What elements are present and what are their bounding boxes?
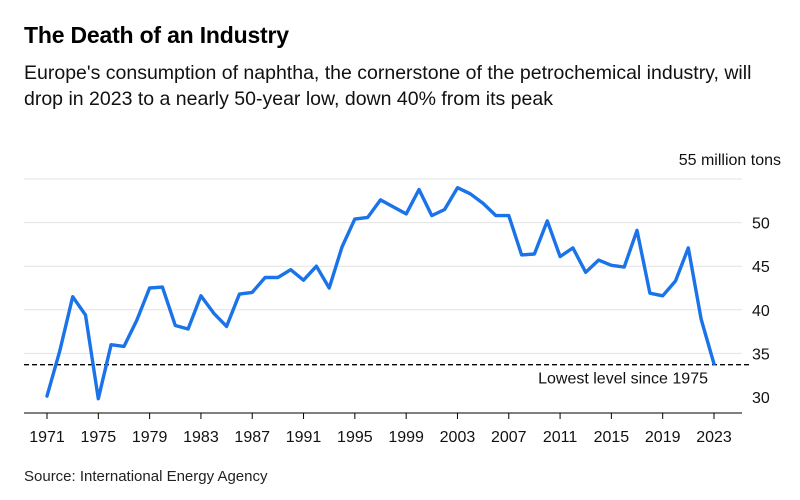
data-point-2021 [687, 246, 690, 249]
data-point-2001 [430, 214, 433, 217]
chart-subtitle: Europe's consumption of naphtha, the cor… [24, 62, 752, 110]
data-point-2015 [610, 264, 613, 267]
y-tick-label: 30 [752, 390, 770, 407]
data-point-1977 [122, 345, 125, 348]
data-point-2013 [584, 271, 587, 274]
data-point-2006 [494, 214, 497, 217]
x-tick-label: 1979 [132, 429, 168, 446]
x-tick-label: 2003 [440, 429, 476, 446]
reference-line-group: Lowest level since 1975 [24, 364, 752, 388]
x-tick-label: 1999 [388, 429, 424, 446]
data-point-1991 [302, 279, 305, 282]
data-point-1996 [366, 216, 369, 219]
data-point-2023 [712, 362, 715, 365]
chart-title: The Death of an Industry [24, 22, 289, 48]
data-point-1982 [187, 327, 190, 330]
data-point-1988 [264, 276, 267, 279]
data-point-1972 [58, 349, 61, 352]
data-point-2011 [559, 255, 562, 258]
data-point-1985 [225, 325, 228, 328]
x-tick-label: 2015 [594, 429, 630, 446]
y-tick-label: 40 [752, 303, 770, 320]
y-tick-label: 45 [752, 259, 770, 276]
reference-line-label: Lowest level since 1975 [538, 371, 708, 388]
data-point-1971 [45, 395, 48, 398]
data-point-2003 [456, 186, 459, 189]
x-tick-label: 2007 [491, 429, 527, 446]
y-tick-label: 55 million tons [679, 152, 781, 169]
data-point-1984 [212, 312, 215, 315]
data-point-2008 [520, 253, 523, 256]
series-line-0 [45, 185, 716, 401]
data-point-2005 [482, 202, 485, 205]
data-point-1999 [405, 212, 408, 215]
data-point-2007 [507, 214, 510, 217]
data-point-1989 [276, 276, 279, 279]
data-point-1990 [289, 268, 292, 271]
data-point-2022 [700, 318, 703, 321]
data-point-2000 [417, 188, 420, 191]
data-point-1974 [84, 313, 87, 316]
y-tick-label: 35 [752, 346, 770, 363]
data-point-1987 [251, 291, 254, 294]
data-point-1975 [97, 397, 100, 400]
data-point-2014 [597, 259, 600, 262]
data-point-2010 [546, 219, 549, 222]
data-point-1997 [379, 198, 382, 201]
data-point-2019 [661, 294, 664, 297]
data-point-1976 [110, 343, 113, 346]
x-tick-label: 1971 [29, 429, 65, 446]
data-point-2002 [443, 208, 446, 211]
data-point-1973 [71, 295, 74, 298]
data-point-2012 [571, 246, 574, 249]
x-tick-label: 2023 [696, 429, 732, 446]
x-tick-label: 1975 [81, 429, 117, 446]
x-tick-label: 2019 [645, 429, 681, 446]
data-point-1979 [148, 286, 151, 289]
source-note: Source: International Energy Agency [24, 468, 268, 485]
x-tick-label: 1995 [337, 429, 373, 446]
data-point-1995 [353, 218, 356, 221]
x-tick-label: 1983 [183, 429, 219, 446]
x-tick-label: 1991 [286, 429, 322, 446]
data-point-1998 [392, 205, 395, 208]
x-tick-label: 1987 [234, 429, 270, 446]
data-point-2018 [648, 292, 651, 295]
data-point-2017 [635, 229, 638, 232]
data-point-2009 [533, 252, 536, 255]
data-point-1993 [328, 286, 331, 289]
x-tick-label: 2011 [543, 429, 578, 446]
data-point-1994 [340, 245, 343, 248]
data-point-2020 [674, 279, 677, 282]
data-point-1986 [238, 293, 241, 296]
data-point-1980 [161, 286, 164, 289]
y-tick-label: 50 [752, 216, 770, 233]
axes: 55 million tons 50 45 40 35 30 1971 1975 1979 198… [24, 152, 781, 446]
data-point-2016 [623, 266, 626, 269]
series-layer [45, 185, 716, 401]
data-point-1981 [174, 324, 177, 327]
data-point-2004 [469, 192, 472, 195]
data-point-1992 [315, 265, 318, 268]
data-point-1978 [135, 319, 138, 322]
data-point-1983 [199, 294, 202, 297]
